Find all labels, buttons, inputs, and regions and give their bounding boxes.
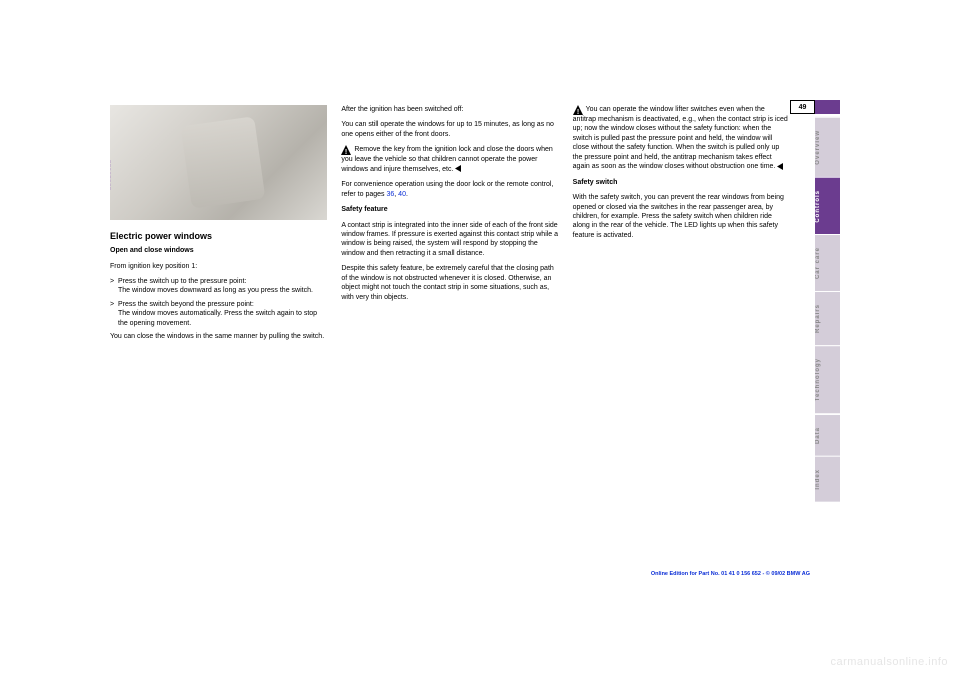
end-mark-icon xyxy=(455,165,462,172)
warning-icon: ! xyxy=(573,105,583,115)
content-columns: 390de055 Electric power windows Open and… xyxy=(110,105,790,348)
col2-p3: For convenience operation using the door… xyxy=(341,180,558,199)
col2-p3-text: For convenience operation using the door… xyxy=(341,181,553,197)
col2-p1: After the ignition has been switched off… xyxy=(341,105,558,114)
page-number: 49 xyxy=(799,104,807,111)
end-mark-icon xyxy=(777,163,784,170)
tab-data[interactable]: Data xyxy=(815,414,840,456)
column-1: 390de055 Electric power windows Open and… xyxy=(110,105,327,348)
col1-p2: You can close the windows in the same ma… xyxy=(110,332,327,341)
tab-repairs[interactable]: Repairs xyxy=(815,291,840,345)
col1-b1b: The window moves downward as long as you… xyxy=(118,287,313,294)
photo-label: 390de055 xyxy=(110,159,114,190)
col3-h2: Safety switch xyxy=(573,178,790,187)
tab-car-care[interactable]: Car care xyxy=(815,234,840,291)
warning-icon: ! xyxy=(341,145,351,155)
column-2: After the ignition has been switched off… xyxy=(341,105,558,348)
svg-text:!: ! xyxy=(576,109,578,115)
section-title-main: Electric power windows xyxy=(110,230,327,242)
col1-b2b: The window moves automatically. Press th… xyxy=(118,310,317,326)
col1-b2: Press the switch beyond the pressure poi… xyxy=(118,301,254,308)
col2-warn-text: Remove the key from the ignition lock an… xyxy=(341,146,552,172)
page-number-stripe xyxy=(815,100,840,114)
window-switch-photo: 390de055 xyxy=(110,105,327,220)
watermark: carmanualsonline.info xyxy=(830,656,948,668)
manual-page: 49 Overview Controls Car care Repairs Te… xyxy=(110,105,850,585)
tab-controls[interactable]: Controls xyxy=(815,177,840,235)
col3-warning: ! You can operate the window lifter swit… xyxy=(573,105,790,172)
col2-p5: Despite this safety feature, be extremel… xyxy=(341,264,558,302)
col1-bullet-1: Press the switch up to the pressure poin… xyxy=(110,277,327,296)
col2-h2: Safety feature xyxy=(341,205,558,214)
col3-warn-text: You can operate the window lifter switch… xyxy=(573,106,788,170)
col1-b1: Press the switch up to the pressure poin… xyxy=(118,278,246,285)
tab-technology[interactable]: Technology xyxy=(815,345,840,413)
svg-text:!: ! xyxy=(345,149,347,155)
col2-warning: ! Remove the key from the ignition lock … xyxy=(341,145,558,174)
tab-overview[interactable]: Overview xyxy=(815,117,840,177)
page-number-box: 49 xyxy=(790,100,815,114)
col2-p4: A contact strip is integrated into the i… xyxy=(341,221,558,259)
col3-p1: With the safety switch, you can prevent … xyxy=(573,193,790,240)
page-link-40[interactable]: 40 xyxy=(398,191,406,198)
col1-p1: From ignition key position 1: xyxy=(110,262,327,271)
footer-edition: Online Edition for Part No. 01 41 0 156 … xyxy=(651,571,810,577)
tab-index[interactable]: Index xyxy=(815,456,840,502)
subtitle: Open and close windows xyxy=(110,246,327,255)
side-tabs: Overview Controls Car care Repairs Techn… xyxy=(815,117,840,501)
column-3: ! You can operate the window lifter swit… xyxy=(573,105,790,348)
col2-p2: You can still operate the windows for up… xyxy=(341,120,558,139)
col1-bullet-2: Press the switch beyond the pressure poi… xyxy=(110,300,327,328)
p3-end: . xyxy=(406,191,408,198)
